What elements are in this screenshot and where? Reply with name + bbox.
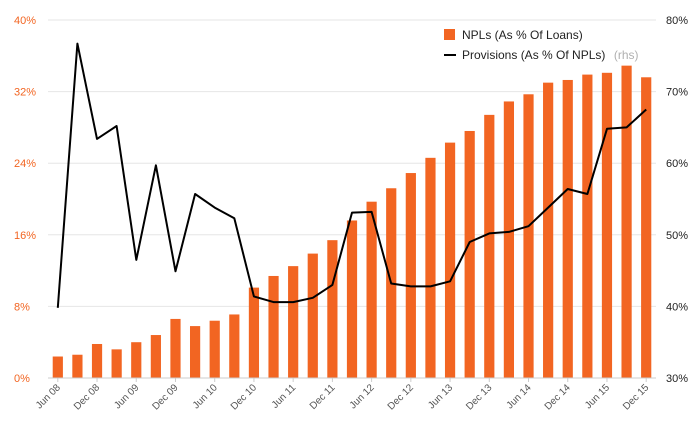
npl-bar xyxy=(288,266,299,378)
npl-bar xyxy=(131,342,142,378)
x-tick-label: Jun 15 xyxy=(583,382,612,411)
npl-bar xyxy=(621,65,632,379)
x-tick-label: Jun 10 xyxy=(191,382,220,411)
y-left-tick-label: 24% xyxy=(14,158,36,170)
legend-label-npl: NPLs (As % Of Loans) xyxy=(462,28,583,42)
legend-label-provisions: Provisions (As % Of NPLs) (rhs) xyxy=(462,46,639,63)
x-tick-label: Jun 14 xyxy=(505,382,534,411)
x-tick-label: Dec 10 xyxy=(229,382,259,412)
y-right-tick-label: 40% xyxy=(666,301,688,313)
npl-bar xyxy=(523,94,534,378)
npl-bar xyxy=(464,130,475,378)
npl-bar xyxy=(484,114,495,379)
npl-bar xyxy=(111,349,122,378)
npl-bars xyxy=(52,65,652,379)
y-right-tick-label: 60% xyxy=(666,158,688,170)
npl-bar xyxy=(209,320,220,378)
x-tick-label: Jun 08 xyxy=(34,382,63,411)
y-left-tick-label: 16% xyxy=(14,230,36,242)
legend-label-provisions-note: (rhs) xyxy=(614,48,639,62)
npl-bar xyxy=(248,287,260,378)
y-right-tick-label: 50% xyxy=(666,230,688,242)
npl-bar xyxy=(170,318,181,378)
y-left-tick-label: 40% xyxy=(14,15,36,27)
npl-bar xyxy=(444,142,456,378)
x-tick-label: Jun 13 xyxy=(426,382,455,411)
x-tick-label: Dec 14 xyxy=(543,382,573,412)
x-tick-label: Dec 11 xyxy=(308,382,338,412)
y-left-tick-label: 0% xyxy=(14,373,30,385)
npl-bar xyxy=(562,79,573,378)
x-tick-label: Jun 12 xyxy=(348,382,377,411)
npl-bar xyxy=(366,201,377,378)
x-tick-label: Dec 12 xyxy=(386,382,416,412)
y-right-tick-label: 30% xyxy=(666,373,688,385)
npl-bar xyxy=(91,343,103,378)
npl-bar xyxy=(150,335,161,378)
provisions-line xyxy=(56,42,647,308)
x-tick-label: Jun 11 xyxy=(270,382,299,411)
npl-bar xyxy=(52,356,63,378)
y-left-tick-label: 8% xyxy=(14,301,30,313)
npl-bar xyxy=(405,173,416,378)
npl-bar xyxy=(601,72,613,379)
npl-bar xyxy=(327,240,338,378)
npl-bar xyxy=(425,157,436,378)
x-tick-label: Dec 15 xyxy=(621,382,651,412)
provisions-line-group xyxy=(56,42,647,308)
npl-bar xyxy=(72,354,83,378)
x-tick-label: Dec 08 xyxy=(72,382,102,412)
npl-bar xyxy=(346,220,358,378)
npl-bar xyxy=(189,326,201,378)
x-tick-label: Dec 13 xyxy=(464,382,494,412)
x-tick-label: Jun 09 xyxy=(112,382,141,411)
legend-label-provisions-name: Provisions (As % Of NPLs) xyxy=(462,48,605,62)
npl-bar xyxy=(582,74,593,378)
npl-bar xyxy=(543,82,554,379)
legend: NPLs (As % Of Loans) Provisions (As % Of… xyxy=(444,28,639,63)
grid-lines xyxy=(48,19,656,307)
npl-bar xyxy=(229,314,240,378)
legend-swatch-npl xyxy=(444,29,455,40)
npl-bar xyxy=(307,253,318,378)
y-right-tick-label: 70% xyxy=(666,87,688,99)
y-left-tick-label: 32% xyxy=(14,87,36,99)
npl-bar xyxy=(503,101,515,378)
x-tick-label: Dec 09 xyxy=(150,382,180,412)
y-right-tick-label: 80% xyxy=(666,15,688,27)
npl-bar xyxy=(641,77,652,378)
npl-bar xyxy=(268,275,279,378)
